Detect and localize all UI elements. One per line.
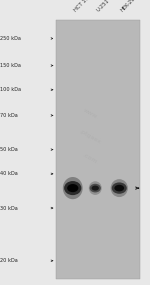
Text: 100 kDa: 100 kDa <box>0 87 21 92</box>
Text: 20 kDa: 20 kDa <box>0 258 18 263</box>
Text: 30 kDa: 30 kDa <box>0 205 18 211</box>
Text: 50 kDa: 50 kDa <box>0 147 18 152</box>
Text: 40 kDa: 40 kDa <box>0 171 18 176</box>
Ellipse shape <box>64 181 81 195</box>
Ellipse shape <box>112 182 127 194</box>
Text: .ptgaex: .ptgaex <box>78 129 102 145</box>
Ellipse shape <box>67 184 78 192</box>
Ellipse shape <box>111 179 128 197</box>
Text: .com: .com <box>82 152 98 164</box>
Ellipse shape <box>90 184 101 192</box>
Ellipse shape <box>63 177 83 199</box>
Ellipse shape <box>89 181 102 195</box>
Ellipse shape <box>114 185 124 192</box>
Text: HEK-293T: HEK-293T <box>119 0 141 13</box>
Text: HCT 116: HCT 116 <box>73 0 92 13</box>
Text: 70 kDa: 70 kDa <box>0 113 18 118</box>
Text: www: www <box>82 108 98 120</box>
Text: 250 kDa: 250 kDa <box>0 36 21 41</box>
Ellipse shape <box>92 186 99 191</box>
Text: U-251: U-251 <box>95 0 110 13</box>
Text: 150 kDa: 150 kDa <box>0 63 21 68</box>
Bar <box>56 20 140 279</box>
